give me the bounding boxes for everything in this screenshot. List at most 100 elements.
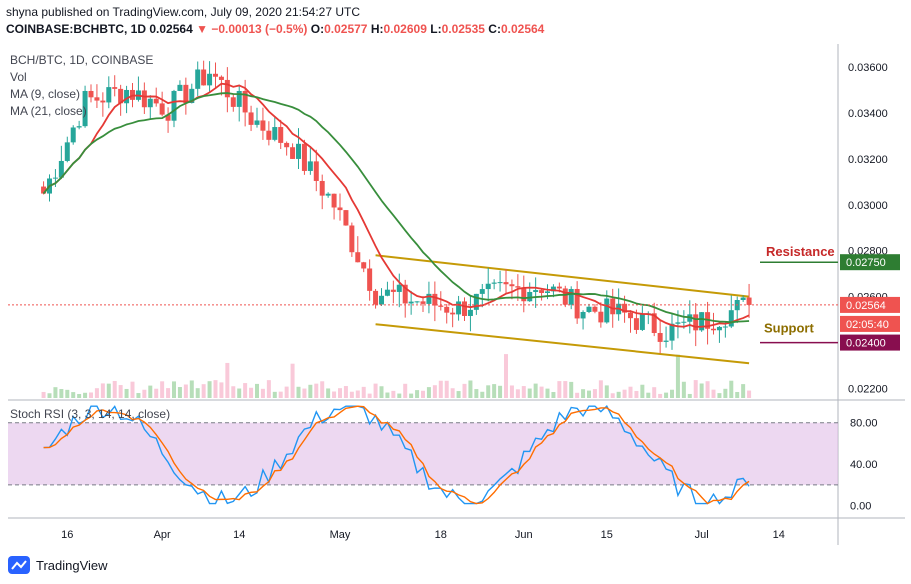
volume-bar — [237, 388, 242, 398]
rsi-tick-label: 0.00 — [850, 501, 871, 513]
volume-bar — [391, 390, 396, 398]
candle-body — [663, 340, 669, 342]
candle-body — [230, 97, 236, 107]
volume-bar — [723, 388, 728, 398]
candle-body — [171, 90, 177, 121]
candle-body — [355, 252, 361, 263]
volume-bar — [652, 387, 657, 398]
volume-bar — [610, 393, 615, 398]
x-tick-label: Apr — [154, 529, 171, 541]
legend-vol[interactable]: Vol — [10, 70, 27, 84]
candle-body — [515, 286, 521, 288]
volume-bar — [148, 385, 153, 398]
volume-bar — [741, 384, 746, 398]
candle-body — [153, 98, 159, 104]
volume-bar — [207, 381, 212, 398]
candle-body — [444, 306, 450, 313]
y-tick-label: 0.03600 — [848, 62, 888, 74]
volume-bar — [106, 383, 111, 398]
x-tick-label: 16 — [61, 529, 73, 541]
volume-bar — [272, 391, 277, 398]
candle-body — [296, 143, 301, 159]
candle-body — [284, 142, 290, 148]
candle-body — [693, 314, 699, 331]
candle-body — [390, 289, 396, 292]
candle-body — [218, 76, 224, 80]
candle-body — [100, 100, 106, 103]
channel-lower-line — [375, 323, 750, 365]
symbol-label[interactable]: COINBASE:BCHBTC, 1D — [6, 22, 147, 36]
volume-bar — [415, 390, 420, 398]
volume-bar — [634, 390, 639, 398]
support-label: Support — [764, 321, 814, 336]
candle-body — [592, 306, 598, 312]
candle-body — [379, 295, 384, 305]
candle-body — [58, 160, 64, 178]
legend-ma21[interactable]: MA (21, close) — [10, 104, 87, 118]
volume-bar — [699, 383, 704, 398]
tradingview-brand[interactable]: TradingView — [8, 556, 108, 574]
candle-body — [586, 306, 592, 312]
candle-body — [479, 289, 485, 294]
candle-body — [521, 287, 527, 302]
volume-bar — [332, 391, 337, 398]
candle-body — [426, 293, 432, 304]
candle-body — [254, 120, 260, 125]
volume-bar — [130, 381, 135, 398]
volume-bar — [498, 385, 503, 398]
x-tick-label: 15 — [601, 529, 613, 541]
stoch-rsi-k-line — [43, 405, 750, 505]
candle-body — [716, 326, 722, 331]
volume-bar — [527, 388, 532, 398]
volume-bar — [94, 388, 99, 398]
candle-body — [402, 284, 408, 304]
volume-bar — [124, 388, 129, 398]
volume-bar — [183, 384, 188, 398]
volume-bar — [355, 390, 360, 398]
legend-title[interactable]: BCH/BTC, 1D, COINBASE — [10, 53, 154, 67]
volume-bar — [468, 380, 473, 398]
candle-body — [456, 301, 462, 315]
volume-bar — [646, 392, 651, 398]
candle-body — [669, 323, 675, 341]
stoch-rsi-title[interactable]: Stoch RSI (3, 3, 14, 14, close) — [10, 407, 171, 421]
candle-body — [610, 298, 616, 315]
candle-body — [432, 293, 438, 306]
volume-bar — [504, 354, 508, 398]
candle-body — [450, 312, 456, 315]
volume-bar — [326, 388, 331, 398]
candle-body — [52, 177, 58, 179]
candle-body — [177, 84, 183, 91]
candle-body — [112, 87, 118, 89]
x-tick-label: May — [330, 529, 351, 541]
candle-body — [604, 298, 610, 323]
candle-body — [580, 311, 586, 319]
candle-body — [699, 312, 705, 331]
volume-bar — [160, 381, 165, 398]
candle-body — [189, 88, 195, 104]
tradingview-logo-icon — [8, 556, 30, 574]
candle-body — [331, 193, 337, 208]
volume-bar — [41, 391, 46, 398]
candle-body — [207, 73, 213, 86]
volume-bar — [675, 354, 680, 398]
volume-bar — [373, 383, 378, 398]
x-tick-label: Jul — [695, 529, 709, 541]
volume-bar — [219, 382, 224, 398]
down-arrow-icon: ▼ — [196, 22, 208, 36]
ma9-line — [42, 82, 750, 328]
volume-bar — [302, 388, 307, 398]
candle-body — [266, 130, 272, 140]
rsi-tick-label: 80.00 — [850, 418, 878, 430]
volume-bar — [450, 388, 455, 398]
x-tick-label: Jun — [515, 529, 533, 541]
candle-body — [201, 69, 207, 86]
candle-body — [527, 291, 533, 302]
candle-body — [124, 89, 130, 104]
stoch-rsi-d-line — [43, 405, 750, 505]
volume-bar — [575, 392, 580, 398]
high-label: H: — [370, 22, 384, 36]
volume-bar — [249, 387, 254, 398]
legend-ma9[interactable]: MA (9, close) — [10, 87, 81, 101]
